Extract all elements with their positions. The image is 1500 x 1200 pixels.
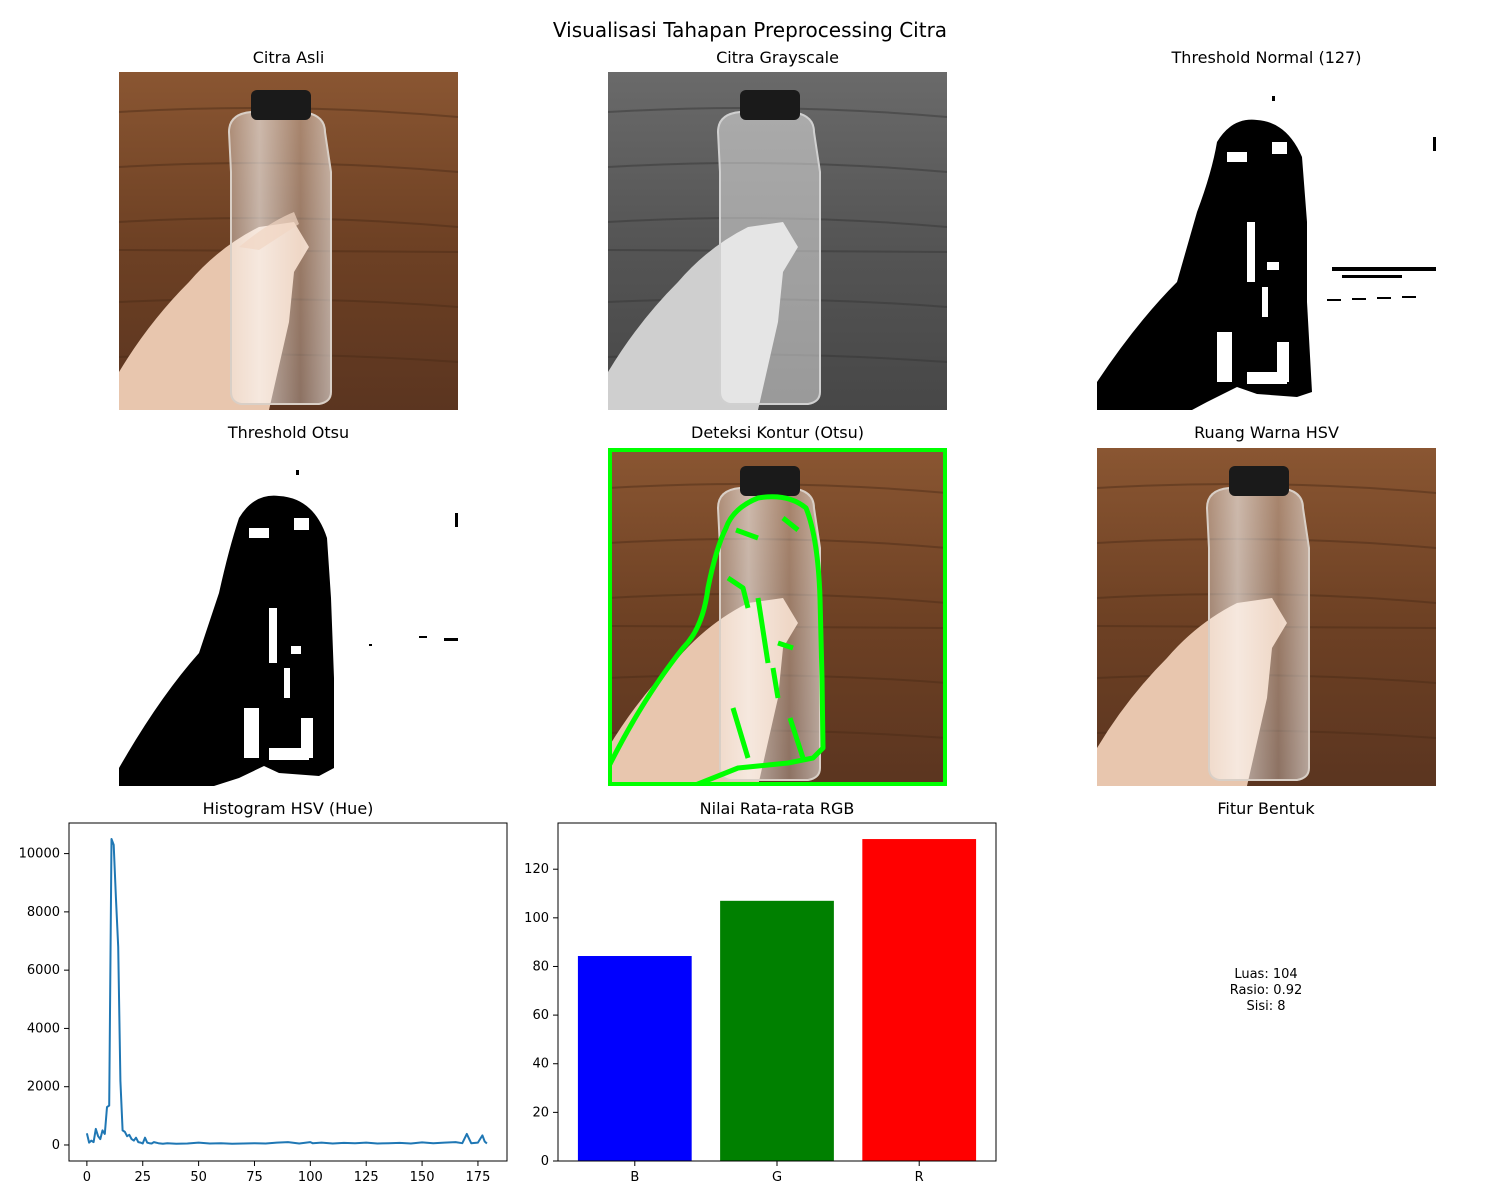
- rgb-ytick-label: 100: [524, 911, 549, 926]
- hist-axes-frame: [68, 822, 508, 1162]
- contour-outline-2: [726, 516, 800, 609]
- hist-xtick-label: 150: [410, 1170, 435, 1185]
- figure-title: Visualisasi Tahapan Preprocessing Citra: [552, 18, 948, 42]
- rgb-axes-frame: [557, 822, 997, 1162]
- shape-feature-area: Luas: 104: [1234, 967, 1298, 982]
- rgb-title: Nilai Rata-rata RGB: [699, 799, 855, 818]
- hist-xtick-label: 0: [83, 1170, 91, 1185]
- rgb-ytick-label: 80: [532, 959, 549, 974]
- panel-title-grayscale: Citra Grayscale: [716, 48, 839, 67]
- hist-ytick-label: 8000: [27, 905, 60, 920]
- original-image: [119, 72, 458, 410]
- rgb-xtick-label: G: [772, 1170, 782, 1185]
- hist-xtick-label: 100: [298, 1170, 323, 1185]
- threshold-otsu-image: [119, 448, 458, 786]
- rgb-bar-r: [862, 839, 977, 1161]
- panel-title-contour: Deteksi Kontur (Otsu): [691, 423, 864, 442]
- contour-outline-0: [608, 494, 826, 786]
- rgb-ytick-label: 20: [532, 1105, 549, 1120]
- panel-title-threshold-otsu: Threshold Otsu: [227, 423, 350, 442]
- panel-title-hsv: Ruang Warna HSV: [1194, 423, 1339, 442]
- rgb-xtick-label: B: [630, 1170, 639, 1185]
- shape-feature-sides: Sisi: 8: [1246, 999, 1286, 1014]
- rgb-bar-b: [577, 956, 692, 1161]
- hist-xtick-label: 75: [246, 1170, 263, 1185]
- rgb-ytick-label: 120: [524, 862, 549, 877]
- hist-xtick-label: 175: [466, 1170, 491, 1185]
- panel-title-original: Citra Asli: [252, 48, 325, 67]
- hist-ytick-label: 6000: [27, 963, 60, 978]
- hist-xtick-label: 125: [354, 1170, 379, 1185]
- rgb-ytick-label: 40: [532, 1057, 549, 1072]
- hist-ytick-label: 4000: [27, 1021, 60, 1036]
- contour-image: [608, 448, 947, 786]
- threshold-normal-image: [1097, 72, 1436, 410]
- grayscale-image: [608, 72, 947, 410]
- rgb-xtick-label: R: [915, 1170, 924, 1185]
- hsv-image: [1097, 448, 1436, 786]
- hist-ytick-label: 0: [52, 1138, 60, 1153]
- shape-features-text: Luas: 104 Rasio: 0.92 Sisi: 8: [1166, 967, 1366, 1015]
- contour-outline-1: [730, 597, 806, 759]
- hist-ytick-label: 10000: [19, 847, 60, 862]
- hist-ytick-label: 2000: [27, 1080, 60, 1095]
- hist-series-line: [85, 838, 488, 1145]
- rgb-bar-g: [720, 900, 834, 1161]
- rgb-ytick-label: 60: [532, 1008, 549, 1023]
- hist-xtick-label: 50: [190, 1170, 207, 1185]
- panel-title-threshold-normal: Threshold Normal (127): [1171, 48, 1362, 67]
- hist-xtick-label: 25: [134, 1170, 151, 1185]
- hist-title: Histogram HSV (Hue): [202, 799, 374, 818]
- shape-feature-ratio: Rasio: 0.92: [1229, 983, 1303, 998]
- rgb-ytick-label: 0: [541, 1154, 549, 1169]
- panel-title-shape-features: Fitur Bentuk: [1217, 799, 1315, 818]
